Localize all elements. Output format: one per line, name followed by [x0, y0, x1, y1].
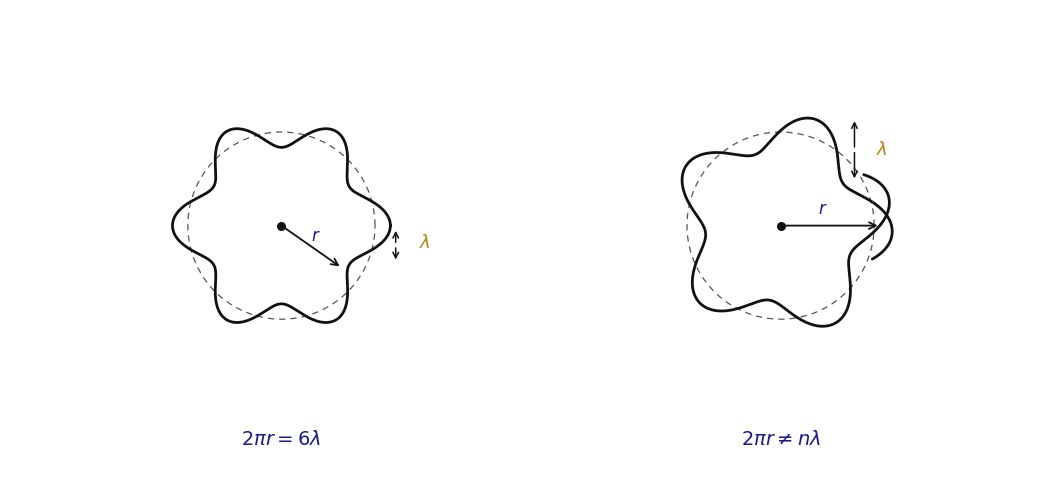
- Text: $r$: $r$: [311, 228, 321, 245]
- Text: $2\pi r \neq n\lambda$: $2\pi r \neq n\lambda$: [740, 430, 821, 449]
- Text: $2\pi r = 6\lambda$: $2\pi r = 6\lambda$: [241, 430, 322, 449]
- Text: $r$: $r$: [818, 201, 828, 218]
- Text: $\lambda$: $\lambda$: [419, 234, 431, 252]
- Text: $\lambda$: $\lambda$: [876, 141, 887, 159]
